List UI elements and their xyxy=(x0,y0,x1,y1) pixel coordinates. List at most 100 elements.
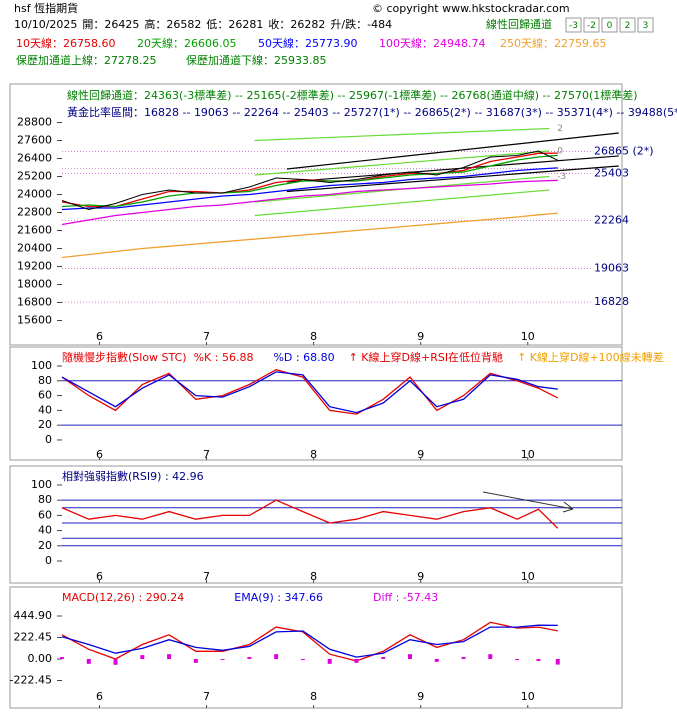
symbol: hsf 恆指期貨 xyxy=(14,1,78,15)
channel-title: 線性回歸通道 xyxy=(486,17,552,31)
series-line xyxy=(61,499,559,529)
panel-title: 隨機慢步指數(Slow STC) xyxy=(62,350,194,364)
golden-level-value: 19063 xyxy=(594,262,629,275)
channel-button-label[interactable]: -2 xyxy=(587,21,596,31)
y-tick-label: 28800 xyxy=(17,116,52,129)
golden-label: (2*) -- xyxy=(450,106,486,119)
regression-value: 25165 xyxy=(246,89,281,102)
histogram-bar xyxy=(60,657,64,659)
channel-button-label[interactable]: 0 xyxy=(607,21,613,31)
ma-name: 10天線： xyxy=(16,36,63,50)
histogram-bar xyxy=(327,658,332,664)
series-name: %D : xyxy=(273,351,303,364)
channel-button[interactable] xyxy=(565,17,582,33)
channel-label: 0 xyxy=(557,147,563,157)
channel-button[interactable] xyxy=(637,17,654,33)
y-tick-label: 20 xyxy=(38,539,52,552)
ma-value: 24948.74 xyxy=(433,37,486,50)
channel-label: -3 xyxy=(557,172,566,182)
annotation: ↑ K線上穿D線+100線未轉差 xyxy=(517,350,664,364)
histogram-bar xyxy=(247,657,252,659)
golden-title: 黃金比率區間： xyxy=(67,105,144,119)
bollinger-legend: 保歷加通道下線：25933.85 xyxy=(186,53,327,67)
golden-level-tag: (2*) xyxy=(629,145,654,158)
panel-legend: 相對強弱指數(RSI9) : 42.96 xyxy=(62,469,204,483)
histogram-bar xyxy=(515,658,520,660)
quote-label: 高： xyxy=(144,17,166,31)
x-tick-label: 10 xyxy=(521,690,535,703)
channel-button-label[interactable]: 2 xyxy=(625,21,631,31)
golden-line: 黃金比率區間：16828 -- 19063 -- 22264 -- 25403 … xyxy=(67,105,677,119)
golden-level-label: 16828 xyxy=(594,295,629,308)
y-tick-label: 15600 xyxy=(17,314,52,327)
y-tick-label: 25200 xyxy=(17,170,52,183)
series-line xyxy=(61,179,558,226)
y-tick-label: 18000 xyxy=(17,278,52,291)
ma-legend: 250天線：22759.65 xyxy=(500,36,607,50)
y-tick-label: 22800 xyxy=(17,206,52,219)
ma-name: 20天線： xyxy=(137,36,184,50)
x-tick-label: 10 xyxy=(521,330,535,343)
y-tick-label: 60 xyxy=(38,508,52,521)
series-line xyxy=(61,371,558,414)
y-tick-label: 222.45 xyxy=(14,630,53,643)
y-tick-label: 60 xyxy=(38,389,52,402)
y-tick-label: 20400 xyxy=(17,242,52,255)
golden-label: -- xyxy=(329,106,344,119)
channel-label: 2 xyxy=(557,124,563,134)
series-value: 290.24 xyxy=(146,591,185,604)
quote-label: 低： xyxy=(206,18,228,31)
histogram-bar xyxy=(434,658,439,662)
x-tick-label: 7 xyxy=(203,570,210,583)
y-tick-label: 24000 xyxy=(17,188,52,201)
golden-value: 22264 xyxy=(244,106,279,119)
y-tick-label: 27600 xyxy=(17,134,52,147)
panel xyxy=(9,83,623,346)
histogram-bar xyxy=(488,654,493,659)
golden-label: (4*) -- xyxy=(592,106,628,119)
y-tick-label: -222.45 xyxy=(10,673,52,686)
regression-value: 26768 xyxy=(451,89,486,102)
series-name: %K : xyxy=(194,351,222,364)
y-tick-label: 100 xyxy=(31,478,52,491)
golden-value: 19063 xyxy=(194,106,229,119)
series-line xyxy=(61,369,559,415)
y-tick-label: 80 xyxy=(38,374,52,387)
x-tick-label: 8 xyxy=(310,690,317,703)
regression-value: 25967 xyxy=(349,89,384,102)
y-tick-label: 0.00 xyxy=(28,652,53,665)
channel-line xyxy=(254,189,550,217)
quote-value: 26282 xyxy=(290,18,325,31)
y-tick-label: 444.90 xyxy=(14,609,53,622)
date: 10/10/2025 xyxy=(14,18,77,31)
histogram-bar xyxy=(167,654,172,659)
golden-level-value: 16828 xyxy=(594,295,629,308)
regression-line: 線性回歸通道：24363(-3標準差) -- 25165(-2標準差) -- 2… xyxy=(67,88,638,102)
channel-button[interactable] xyxy=(601,17,618,33)
histogram-bar xyxy=(461,657,466,659)
bollinger-name: 保歷加通道下線： xyxy=(186,53,274,67)
quote-value: 26425 xyxy=(104,18,139,31)
series-name: EMA(9) : xyxy=(234,591,284,604)
golden-level-label: 19063 xyxy=(594,262,629,275)
annotation: ↑ K線上穿D線+RSI在低位背馳 xyxy=(349,350,503,364)
histogram-bar xyxy=(113,658,118,665)
quote-value: 26281 xyxy=(228,18,263,31)
panel-legend: MACD(12,26) : 290.24 EMA(9) : 347.66 Diff … xyxy=(62,591,438,604)
y-tick-label: 19200 xyxy=(17,260,52,273)
channel-button[interactable] xyxy=(619,17,636,33)
channel-button-label[interactable]: -3 xyxy=(569,21,578,31)
channel-line xyxy=(286,165,619,193)
regression-value: 24363 xyxy=(144,89,179,102)
bollinger-value: 27278.25 xyxy=(104,54,157,67)
x-tick-label: 7 xyxy=(203,448,210,461)
x-tick-label: 6 xyxy=(96,330,103,343)
channel-button[interactable] xyxy=(583,17,600,33)
series-line xyxy=(61,621,558,662)
quote-label: 升/跌： xyxy=(330,17,367,31)
panel xyxy=(9,346,623,461)
channel-button-label[interactable]: 3 xyxy=(643,21,649,31)
bollinger-value: 25933.85 xyxy=(274,54,327,67)
histogram-bar xyxy=(274,654,279,659)
regression-label: (通道中線) -- xyxy=(486,88,554,102)
